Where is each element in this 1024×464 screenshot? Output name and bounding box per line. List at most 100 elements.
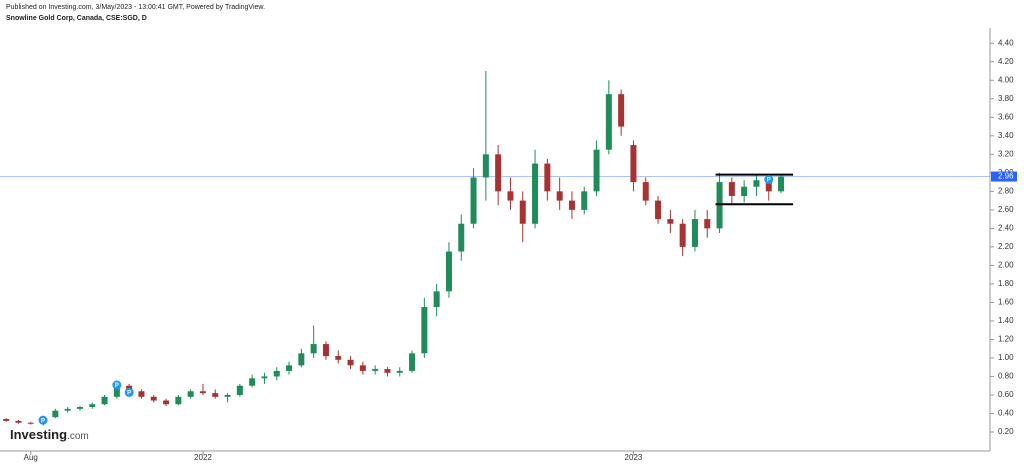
candle-body	[187, 391, 194, 397]
last-price-tag	[991, 171, 1017, 182]
candle-body	[212, 393, 219, 397]
candle-body	[261, 376, 268, 379]
marker-label: P	[115, 383, 119, 389]
candle-body	[445, 251, 452, 292]
y-tick-label: 4.20	[998, 57, 1014, 66]
y-tick-label: 2.80	[998, 186, 1014, 195]
candle-body	[532, 163, 539, 224]
annotation-marker: P	[764, 175, 774, 185]
candle-body	[298, 353, 305, 366]
logo-suffix: .com	[67, 431, 89, 442]
candle-body	[765, 180, 772, 192]
y-tick-label: 2.00	[998, 260, 1014, 269]
candle-body	[286, 365, 293, 371]
candle-body	[113, 385, 120, 397]
y-tick-label: 1.00	[998, 353, 1014, 362]
y-tick-label: 0.40	[998, 409, 1014, 418]
candle-body	[175, 396, 182, 405]
x-tick-label: 2023	[625, 453, 643, 462]
annotation-marker: P	[124, 387, 134, 397]
y-tick-label: 1.40	[998, 316, 1014, 325]
y-tick-label: 1.80	[998, 279, 1014, 288]
candle-body	[667, 219, 674, 224]
candle-body	[568, 200, 575, 210]
marker-circle	[112, 380, 122, 390]
candle-body	[728, 182, 735, 196]
candle-body	[359, 365, 366, 371]
candle-body	[753, 180, 760, 187]
marker-circle	[764, 175, 774, 185]
candle-body	[236, 385, 243, 395]
y-tick-label: 4.00	[998, 75, 1014, 84]
candle-body	[64, 408, 71, 411]
candle-body	[630, 145, 637, 183]
candle-body	[199, 391, 206, 394]
candle-body	[544, 163, 551, 192]
candle-body	[101, 396, 108, 405]
y-tick-label: 0.60	[998, 390, 1014, 399]
candle-body	[581, 191, 588, 210]
candle-body	[150, 396, 157, 401]
candle-body	[347, 359, 354, 366]
marker-circle	[124, 387, 134, 397]
candle-body	[310, 344, 317, 354]
candle-body	[89, 404, 96, 407]
y-tick-label: 1.60	[998, 298, 1014, 307]
candle-body	[409, 353, 416, 371]
candle-body	[224, 394, 231, 397]
candle-body	[704, 219, 711, 229]
marker-circle	[38, 415, 48, 425]
candle-body	[273, 370, 280, 377]
candle-body	[691, 219, 698, 247]
x-tick-label: 2022	[194, 453, 212, 462]
annotation-marker: P	[38, 415, 48, 425]
candle-body	[507, 191, 514, 201]
candle-body	[482, 154, 489, 178]
candle-body	[495, 154, 502, 192]
candle-body	[679, 223, 686, 247]
candle-body	[655, 200, 662, 220]
published-note: Published on Investing.com, 3/May/2023 -…	[6, 4, 266, 11]
y-tick-label: 2.60	[998, 205, 1014, 214]
candle-body	[433, 291, 440, 308]
candle-body	[642, 182, 649, 201]
candle-body	[76, 406, 83, 409]
candle-body	[335, 356, 342, 360]
candle-body	[3, 419, 10, 421]
candle-body	[372, 369, 379, 371]
y-tick-label: 0.80	[998, 372, 1014, 381]
candle-body	[27, 422, 34, 424]
candle-body	[741, 186, 748, 196]
marker-label: P	[41, 418, 45, 424]
y-tick-label: 3.60	[998, 112, 1014, 121]
candle-body	[605, 94, 612, 150]
candle-body	[470, 177, 477, 224]
candle-body	[384, 369, 391, 373]
candle-body	[15, 420, 22, 423]
y-tick-label: 3.40	[998, 131, 1014, 140]
symbol-title: Snowline Gold Corp, Canada, CSE:SGD, D	[6, 15, 147, 22]
logo-name: Investing	[10, 427, 67, 442]
candle-body	[396, 370, 403, 373]
candle-body	[138, 391, 145, 397]
candle-body	[556, 191, 563, 201]
candle-body	[593, 149, 600, 192]
y-tick-label: 2.20	[998, 242, 1014, 251]
y-tick-label: 3.80	[998, 94, 1014, 103]
marker-label: P	[767, 178, 771, 184]
candle-body	[458, 223, 465, 252]
y-tick-label: 0.20	[998, 427, 1014, 436]
y-tick-label: 4.40	[998, 38, 1014, 47]
candle-body	[52, 410, 59, 418]
logo: Investing.com	[10, 427, 89, 442]
x-tick-label: Aug	[24, 453, 38, 462]
candle-body	[249, 378, 256, 386]
candle-body	[322, 344, 329, 357]
y-tick-label: 3.20	[998, 149, 1014, 158]
y-tick-label: 2.40	[998, 223, 1014, 232]
candle-body	[618, 94, 625, 127]
candle-body	[421, 307, 428, 354]
candle-body	[163, 400, 170, 405]
